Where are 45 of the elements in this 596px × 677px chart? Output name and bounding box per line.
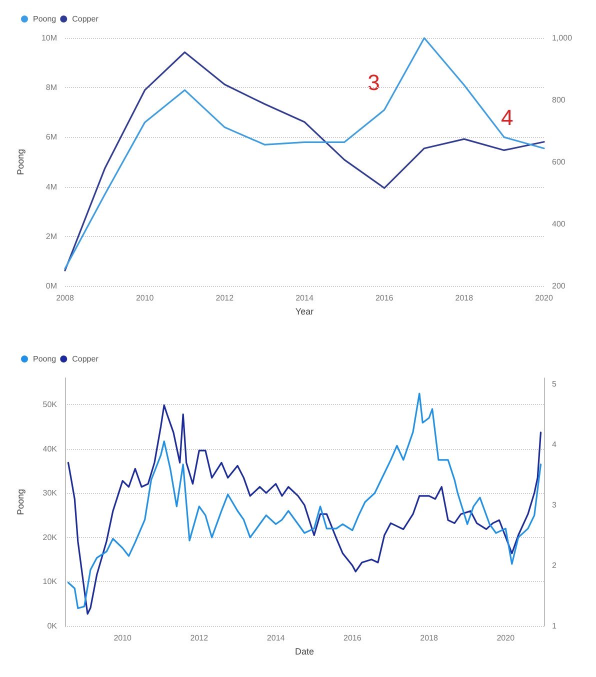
- y2-tick-label: 3: [552, 500, 557, 510]
- y-tick-label: 6M: [46, 132, 58, 142]
- y-tick-label: 10K: [42, 577, 58, 586]
- annotation: 4: [501, 105, 514, 130]
- y-tick-label: 50K: [42, 400, 58, 410]
- y-axis-title: Poong: [16, 488, 26, 516]
- annotation: 3: [368, 70, 380, 96]
- legend-label: Copper: [72, 354, 99, 364]
- y2-tick-label: 800: [552, 96, 566, 104]
- x-tick-label: 2008: [56, 294, 74, 302]
- y2-tick-label: 2: [552, 561, 557, 570]
- legend-label: Poong: [33, 354, 56, 364]
- x-tick-label: 2020: [535, 294, 554, 302]
- legend-label: Copper: [72, 14, 99, 24]
- x-tick-label: 2014: [266, 634, 286, 642]
- y-tick-label: 0K: [47, 622, 58, 630]
- y2-tick-label: 400: [552, 220, 566, 228]
- y2-tick-label: 5: [552, 380, 557, 389]
- y-tick-label: 8M: [46, 83, 58, 92]
- y-tick-label: 10M: [41, 34, 58, 42]
- y-tick-label: 20K: [42, 532, 58, 542]
- x-tick-label: 2016: [375, 294, 394, 302]
- x-tick-label: 2010: [114, 634, 132, 642]
- y2-tick-label: 200: [552, 282, 566, 290]
- y2-tick-label: 600: [552, 158, 566, 166]
- y-tick-label: 40K: [42, 444, 58, 454]
- x-axis-title: Date: [294, 646, 314, 656]
- y-tick-label: 4M: [46, 182, 58, 192]
- legend-label: Poong: [33, 14, 56, 24]
- y-tick-label: 2M: [46, 232, 58, 241]
- y2-tick-label: 4: [552, 440, 557, 450]
- x-tick-label: 2012: [190, 634, 209, 642]
- x-tick-label: 2012: [216, 294, 234, 302]
- x-tick-label: 2014: [296, 294, 314, 302]
- x-tick-label: 2018: [455, 294, 474, 302]
- y2-tick-label: 1: [552, 622, 557, 630]
- x-tick-label: 2010: [136, 294, 154, 302]
- y-tick-label: 0M: [46, 282, 58, 290]
- y2-tick-label: 1,000: [552, 34, 573, 42]
- x-tick-label: 2016: [343, 634, 362, 642]
- x-tick-label: 2020: [496, 634, 516, 642]
- y-tick-label: 30K: [42, 488, 58, 498]
- x-tick-label: 2018: [420, 634, 438, 642]
- y-axis-title: Poong: [16, 148, 26, 176]
- x-axis-title: Year: [295, 306, 314, 316]
